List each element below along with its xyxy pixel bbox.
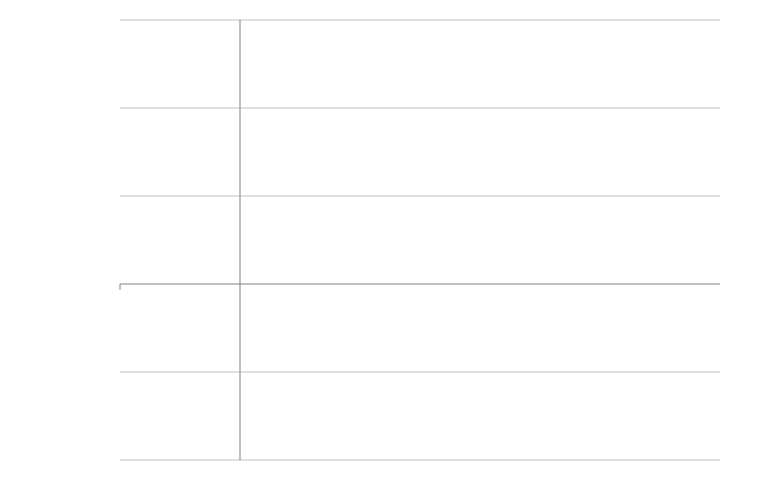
scatter-chart: [0, 0, 768, 501]
